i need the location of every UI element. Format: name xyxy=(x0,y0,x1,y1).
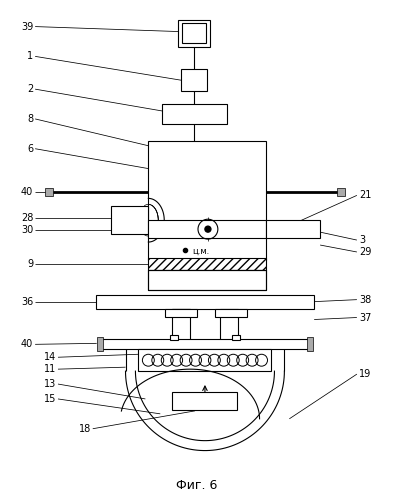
Bar xyxy=(181,70,207,91)
Text: 30: 30 xyxy=(21,225,33,235)
Text: 14: 14 xyxy=(44,352,56,362)
Text: 6: 6 xyxy=(27,144,33,154)
Text: *: * xyxy=(191,76,197,86)
Bar xyxy=(97,338,103,351)
Bar xyxy=(182,22,206,44)
Bar xyxy=(172,308,190,314)
Polygon shape xyxy=(126,371,284,450)
Bar xyxy=(307,338,313,351)
Bar xyxy=(172,392,237,410)
Text: 37: 37 xyxy=(359,312,371,322)
Bar xyxy=(172,308,190,340)
Bar xyxy=(232,336,240,340)
Bar xyxy=(265,220,320,238)
Text: 29: 29 xyxy=(359,247,371,257)
Text: 40: 40 xyxy=(21,340,33,349)
Bar xyxy=(101,340,309,349)
Circle shape xyxy=(205,226,211,232)
Bar xyxy=(162,104,227,124)
Bar xyxy=(215,308,246,316)
Text: ц.м.: ц.м. xyxy=(192,246,209,256)
Text: 3: 3 xyxy=(359,235,365,245)
Bar xyxy=(96,294,314,308)
Bar xyxy=(220,308,238,340)
Bar xyxy=(149,270,265,289)
Text: 18: 18 xyxy=(79,424,91,434)
Bar xyxy=(149,220,265,238)
Bar xyxy=(149,270,265,289)
Text: 8: 8 xyxy=(27,114,33,124)
Text: 28: 28 xyxy=(21,213,33,223)
Bar xyxy=(165,308,197,316)
Text: 1: 1 xyxy=(27,52,33,62)
Bar xyxy=(45,188,53,196)
Text: 19: 19 xyxy=(359,369,371,379)
Text: 2: 2 xyxy=(27,84,33,94)
Text: 40: 40 xyxy=(21,188,33,198)
Bar xyxy=(149,141,265,260)
Bar xyxy=(337,188,345,196)
Bar xyxy=(170,336,178,340)
Bar xyxy=(138,350,271,371)
Text: 15: 15 xyxy=(43,394,56,404)
Text: 13: 13 xyxy=(44,379,56,389)
Bar xyxy=(111,206,149,234)
Text: 9: 9 xyxy=(27,259,33,269)
Text: 21: 21 xyxy=(359,190,371,200)
Text: 39: 39 xyxy=(21,22,33,32)
Text: Фиг. 6: Фиг. 6 xyxy=(176,479,218,492)
Text: 11: 11 xyxy=(44,364,56,374)
Text: 38: 38 xyxy=(359,294,371,304)
Bar xyxy=(149,258,265,270)
Text: 36: 36 xyxy=(21,296,33,306)
Bar xyxy=(178,20,210,48)
